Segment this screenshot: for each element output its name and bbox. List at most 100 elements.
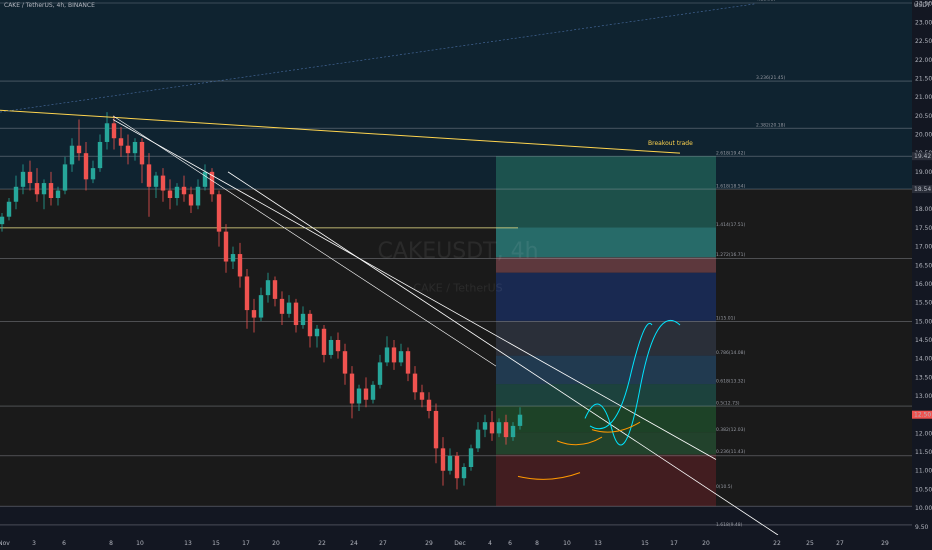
descending-trendline-2[interactable] (227, 171, 779, 536)
price-tick-label: 15.50 (915, 300, 932, 307)
time-tick-label: 10 (563, 540, 571, 547)
candle-body[interactable] (55, 190, 61, 199)
candle-body[interactable] (314, 328, 320, 337)
candle-body[interactable] (90, 168, 96, 180)
candle-body[interactable] (34, 183, 40, 195)
candle-body[interactable] (97, 141, 103, 169)
candle-body[interactable] (272, 280, 278, 299)
candle-body[interactable] (132, 141, 138, 154)
projection-path-2[interactable] (589, 322, 653, 430)
candle-body[interactable] (237, 254, 243, 277)
candle-body[interactable] (202, 171, 208, 187)
candle-body[interactable] (41, 183, 47, 195)
projection-path-1[interactable] (584, 319, 681, 446)
candle-body[interactable] (475, 429, 481, 449)
candle-body[interactable] (363, 388, 369, 400)
candle-body[interactable] (398, 351, 404, 363)
descending-trendline-1[interactable] (112, 119, 717, 460)
candle-body[interactable] (321, 328, 327, 355)
candle-body[interactable] (209, 171, 215, 195)
candle-body[interactable] (426, 399, 432, 411)
candle-body[interactable] (48, 183, 54, 199)
candle-body[interactable] (62, 164, 68, 191)
candle-body[interactable] (503, 422, 509, 438)
candle-body[interactable] (384, 347, 390, 363)
candle-body[interactable] (391, 347, 397, 363)
candle-body[interactable] (195, 186, 201, 206)
candle-body[interactable] (496, 422, 502, 434)
stop-zone-red (496, 454, 716, 507)
candle-body[interactable] (139, 141, 145, 165)
candle-body[interactable] (188, 194, 194, 206)
ascending-trendline[interactable] (0, 3, 757, 113)
breakout-trade-annotation: Breakout trade (648, 140, 693, 147)
candle-body[interactable] (286, 302, 292, 314)
candle-body[interactable] (440, 448, 446, 471)
candle-body[interactable] (0, 216, 5, 225)
candle-body[interactable] (160, 175, 166, 191)
candle-body[interactable] (69, 145, 75, 165)
current-price-badge[interactable] (912, 410, 932, 419)
candle-body[interactable] (468, 448, 474, 468)
candle-body[interactable] (405, 351, 411, 374)
candle-body[interactable] (13, 186, 19, 202)
price-tick-label: 16.00 (915, 281, 932, 288)
candle-body[interactable] (6, 201, 12, 217)
chart-symbol-header: CAKE / TetherUS, 4h, BINANCE (4, 2, 95, 9)
candle-body[interactable] (461, 467, 467, 479)
candle-body[interactable] (328, 339, 334, 355)
candle-body[interactable] (370, 384, 376, 400)
candle-body[interactable] (153, 175, 159, 187)
price-tick-label: 21.50 (915, 75, 932, 82)
candle-body[interactable] (517, 414, 523, 426)
candle-body[interactable] (27, 171, 33, 184)
candle-body[interactable] (111, 123, 117, 139)
candle-body[interactable] (20, 171, 26, 187)
time-tick-label: 17 (242, 540, 250, 547)
candle-body[interactable] (293, 302, 299, 326)
candle-body[interactable] (104, 123, 110, 142)
candle-body[interactable] (76, 145, 82, 154)
candle-body[interactable] (454, 455, 460, 479)
candle-body[interactable] (216, 194, 222, 232)
candle-body[interactable] (146, 164, 152, 187)
candle-body[interactable] (279, 298, 285, 314)
candle-body[interactable] (377, 362, 383, 385)
candle-body[interactable] (412, 373, 418, 393)
fib-level-label-7: 1(15.01) (716, 315, 736, 321)
upper-descending-trendline[interactable] (0, 109, 681, 154)
candle-body[interactable] (356, 388, 362, 404)
fib-level-label-2: 2.382(20.18) (756, 122, 786, 128)
candle-body[interactable] (265, 280, 271, 296)
watermark-name: CAKE / TetherUS (413, 281, 502, 294)
price-tick-label: 17.50 (915, 225, 932, 232)
candle-body[interactable] (181, 186, 187, 195)
candle-body[interactable] (244, 276, 250, 311)
candle-body[interactable] (419, 392, 425, 400)
candle-body[interactable] (482, 422, 488, 430)
time-tick-label: 3 (32, 540, 36, 547)
candle-body[interactable] (125, 145, 131, 154)
candle-body[interactable] (174, 186, 180, 199)
candle-body[interactable] (83, 153, 89, 180)
time-tick-label: 27 (379, 540, 387, 547)
candle-body[interactable] (335, 339, 341, 352)
candle-body[interactable] (342, 351, 348, 374)
candle-body[interactable] (251, 310, 257, 318)
candle-body[interactable] (300, 313, 306, 326)
candle-body[interactable] (510, 425, 516, 438)
candle-body[interactable] (447, 455, 453, 471)
candle-body[interactable] (433, 410, 439, 449)
candle-body[interactable] (258, 295, 264, 318)
candle-body[interactable] (223, 231, 229, 262)
candle-body[interactable] (230, 254, 236, 262)
candle-body[interactable] (118, 138, 124, 146)
fib-level-label-9: 0.618(13.32) (716, 379, 746, 385)
candle-body[interactable] (167, 190, 173, 199)
channel-line[interactable] (112, 115, 497, 367)
price-tick-label: 23.50 (915, 1, 932, 8)
candle-body[interactable] (489, 422, 495, 434)
candle-body[interactable] (307, 313, 313, 337)
candle-body[interactable] (349, 373, 355, 404)
